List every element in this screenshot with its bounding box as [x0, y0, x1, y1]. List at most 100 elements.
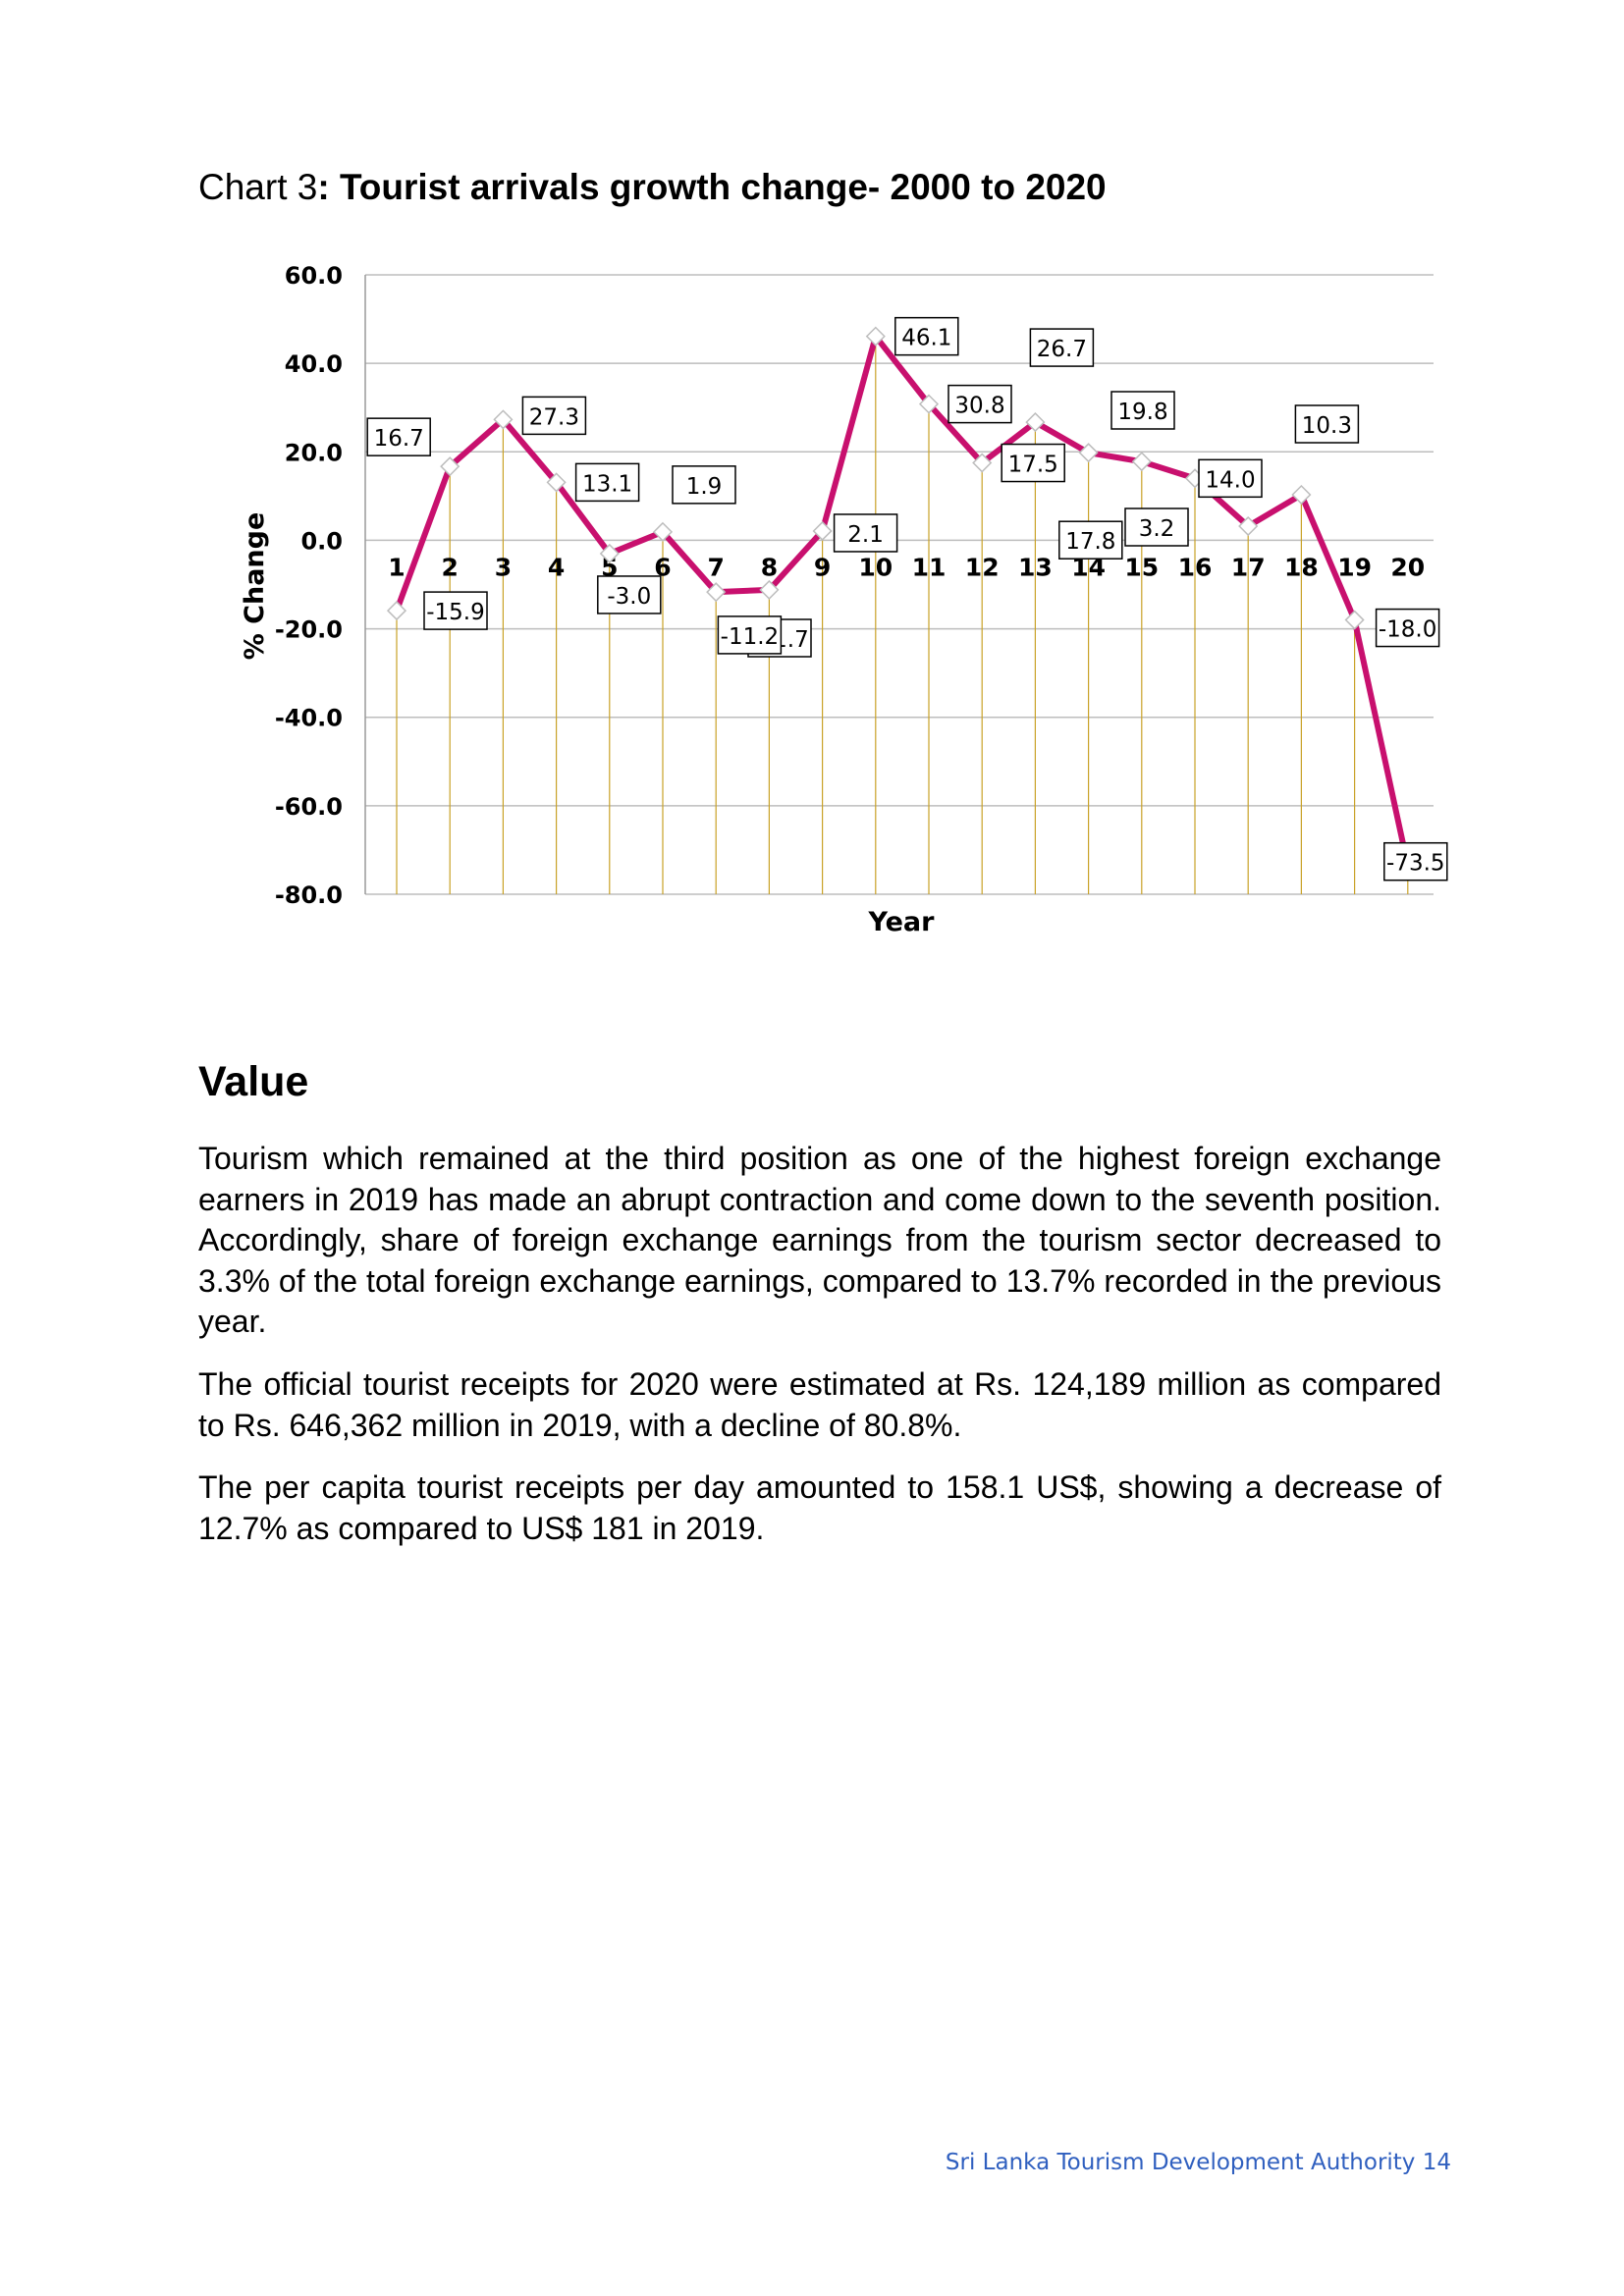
data-label-box	[1383, 841, 1448, 881]
data-label-box	[894, 316, 959, 356]
x-tick-labels: 1 2 3 4 5 6 7 8 9 10 11 12 13 14 15 16 17 18 19 20	[388, 553, 1425, 581]
data-label-text: 1.9	[686, 474, 723, 500]
data-point	[386, 601, 407, 621]
data-point	[440, 456, 460, 477]
data-point	[759, 579, 780, 600]
data-label-box	[1198, 458, 1263, 499]
data-label-text: -3.0	[607, 584, 651, 610]
data-label-text: 3.2	[1139, 516, 1175, 542]
y-tick-label: -40.0	[275, 705, 343, 732]
data-label: 16.7	[366, 417, 431, 456]
data-label-text: -73.5	[1386, 851, 1445, 877]
data-label-box	[1110, 391, 1175, 430]
data-label: 46.1	[894, 316, 959, 356]
data-label: 26.7	[1029, 328, 1095, 367]
chart-title: Chart 3: Tourist arrivals growth change-…	[198, 167, 1107, 208]
data-label-box	[574, 462, 640, 503]
data-label: 1.9	[672, 465, 736, 505]
x-tick-label: 15	[1124, 553, 1159, 581]
data-point	[812, 520, 833, 542]
data-label-box	[947, 384, 1012, 424]
x-tick-label: 7	[707, 553, 724, 581]
y-axis-label: % Change	[240, 512, 270, 661]
data-point	[1078, 443, 1099, 463]
data-point	[493, 409, 514, 430]
x-tick-label: 20	[1390, 553, 1425, 581]
paragraph: The official tourist receipts for 2020 w…	[198, 1366, 1441, 1443]
data-point	[1131, 452, 1152, 472]
data-point	[546, 472, 567, 493]
x-tick-label: 17	[1231, 553, 1266, 581]
data-label-text: 2.1	[847, 522, 884, 548]
data-label: 17.8	[1058, 520, 1123, 560]
data-label-box	[833, 513, 898, 553]
data-point	[865, 326, 886, 347]
data-label-text: 19.8	[1117, 400, 1167, 425]
x-tick-label: 8	[761, 553, 778, 581]
data-point	[1025, 412, 1046, 433]
series-line-path	[394, 333, 1411, 867]
data-label: 13.1	[574, 462, 640, 503]
data-label-text: -15.9	[426, 600, 485, 625]
data-label-box	[366, 417, 431, 456]
data-labels: -15.916.727.313.1-3.01.9-11.7-11.22.146.…	[366, 316, 1448, 881]
x-tick-label: 1	[388, 553, 405, 581]
data-label-text: 14.0	[1205, 467, 1255, 493]
data-label: -73.5	[1383, 841, 1448, 881]
data-label-text: 30.8	[954, 394, 1004, 419]
data-point	[1238, 515, 1259, 537]
data-label: 3.2	[1124, 507, 1189, 547]
data-label-text: 26.7	[1037, 337, 1087, 362]
data-label-box	[1124, 507, 1189, 547]
data-label-text: 46.1	[901, 326, 951, 351]
y-tick-label: -60.0	[275, 793, 343, 821]
paragraph: The per capita tourist receipts per day …	[198, 1469, 1441, 1546]
page-footer: Sri Lanka Tourism Development Authority …	[945, 2150, 1451, 2175]
x-tick-label: 6	[654, 553, 671, 581]
data-label-text: -18.0	[1379, 617, 1437, 643]
data-label: 27.3	[521, 396, 587, 436]
data-label: -18.0	[1375, 608, 1440, 648]
data-label: 2.1	[833, 513, 898, 553]
data-label: 19.8	[1110, 391, 1175, 430]
section-heading: Value	[198, 1058, 309, 1105]
data-point	[1344, 610, 1365, 630]
data-label-box	[597, 575, 662, 614]
y-tick-label: -20.0	[275, 616, 343, 644]
data-label-box	[1058, 520, 1123, 560]
y-tick-label: 0.0	[300, 527, 343, 555]
x-tick-label: 12	[965, 553, 1000, 581]
data-label-box	[717, 615, 783, 655]
data-label: -3.0	[597, 575, 662, 614]
data-label-box	[1375, 608, 1440, 648]
x-tick-label: 5	[601, 553, 618, 581]
series-line	[394, 333, 1411, 867]
paragraph: Tourism which remained at the third posi…	[198, 1141, 1441, 1339]
x-tick-label: 10	[858, 553, 893, 581]
data-label-text: 10.3	[1302, 413, 1352, 439]
x-tick-label: 3	[495, 553, 512, 581]
y-tick-label: 60.0	[285, 262, 343, 290]
data-point	[1291, 484, 1312, 506]
data-point	[972, 453, 993, 473]
data-label: 17.5	[1001, 443, 1065, 483]
y-tick-label: 20.0	[285, 439, 343, 466]
x-tick-label: 16	[1178, 553, 1213, 581]
data-label-text: 16.7	[374, 426, 424, 452]
data-label: -15.9	[423, 591, 488, 630]
data-label: 14.0	[1198, 458, 1263, 499]
data-label-box	[423, 591, 488, 630]
y-tick-label: -80.0	[275, 881, 343, 909]
data-label-text: 17.8	[1065, 529, 1115, 555]
data-point	[652, 521, 674, 542]
data-label-box	[1029, 328, 1095, 367]
x-tick-label: 9	[814, 553, 831, 581]
data-label-box	[521, 396, 587, 436]
data-point	[599, 543, 620, 564]
x-tick-label: 18	[1284, 553, 1319, 581]
drop-lines	[396, 336, 1409, 894]
x-tick-label: 19	[1337, 553, 1372, 581]
data-label: 10.3	[1294, 404, 1360, 444]
x-tick-label: 2	[441, 553, 458, 581]
